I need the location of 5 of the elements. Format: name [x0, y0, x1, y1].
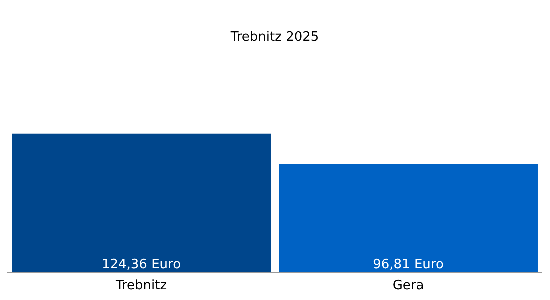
x-tick-label: Gera: [392, 278, 424, 294]
chart-title: Trebnitz 2025: [230, 30, 320, 46]
x-tick-label: Trebnitz: [114, 278, 168, 294]
data-label: 96,81 Euro: [373, 257, 444, 272]
data-label: 124,36 Euro: [102, 257, 182, 272]
